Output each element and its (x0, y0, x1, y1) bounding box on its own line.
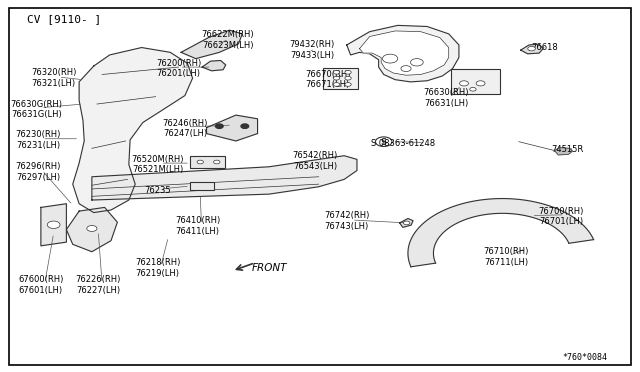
Text: 76618: 76618 (531, 43, 557, 52)
Polygon shape (399, 218, 413, 227)
Text: 76710(RH)
76711(LH): 76710(RH) 76711(LH) (483, 247, 529, 267)
Circle shape (410, 59, 423, 66)
Circle shape (87, 225, 97, 231)
Bar (323, 68, 358, 89)
Circle shape (528, 46, 536, 51)
Circle shape (197, 160, 204, 164)
Circle shape (216, 124, 223, 128)
Polygon shape (521, 44, 543, 54)
Text: 76630(RH)
76631(LH): 76630(RH) 76631(LH) (424, 89, 469, 108)
Circle shape (376, 137, 392, 147)
Text: *760*0084: *760*0084 (562, 353, 607, 362)
Polygon shape (67, 208, 117, 252)
Circle shape (470, 87, 476, 91)
Polygon shape (554, 148, 572, 155)
Polygon shape (347, 25, 459, 82)
Bar (451, 69, 500, 94)
Text: 76742(RH)
76743(LH): 76742(RH) 76743(LH) (324, 211, 369, 231)
Circle shape (345, 76, 351, 80)
Circle shape (476, 81, 485, 86)
Text: 67600(RH)
67601(LH): 67600(RH) 67601(LH) (18, 275, 63, 295)
Polygon shape (408, 199, 593, 267)
Circle shape (403, 221, 410, 225)
Circle shape (47, 221, 60, 228)
Text: 76670(RH)
76671(LH): 76670(RH) 76671(LH) (305, 70, 350, 89)
Text: 74515R: 74515R (551, 145, 584, 154)
Polygon shape (92, 156, 357, 200)
Circle shape (345, 83, 351, 86)
Circle shape (241, 124, 248, 128)
Text: 76542(RH)
76543(LH): 76542(RH) 76543(LH) (292, 151, 337, 171)
Circle shape (401, 65, 411, 71)
Circle shape (333, 83, 340, 86)
Text: 76200(RH)
76201(LH): 76200(RH) 76201(LH) (156, 59, 201, 78)
Circle shape (214, 160, 220, 164)
Text: 76700(RH)
76701(LH): 76700(RH) 76701(LH) (538, 206, 584, 226)
Circle shape (345, 70, 351, 74)
Text: CV [9110- ]: CV [9110- ] (27, 14, 101, 24)
Text: 76246(RH)
76247(LH): 76246(RH) 76247(LH) (162, 119, 207, 138)
Text: 76520M(RH)
76521M(LH): 76520M(RH) 76521M(LH) (131, 155, 184, 174)
Circle shape (333, 76, 340, 80)
Bar (190, 156, 225, 168)
Text: 76622M(RH)
76623M(LH): 76622M(RH) 76623M(LH) (202, 31, 254, 50)
Text: 76226(RH)
76227(LH): 76226(RH) 76227(LH) (76, 275, 121, 295)
Circle shape (460, 81, 468, 86)
Text: S: S (381, 138, 387, 147)
Polygon shape (202, 61, 226, 71)
Polygon shape (41, 204, 67, 246)
Text: 76630G(RH)
76631G(LH): 76630G(RH) 76631G(LH) (10, 99, 63, 119)
Polygon shape (360, 31, 449, 75)
Circle shape (383, 54, 397, 63)
Text: 79432(RH)
79433(LH): 79432(RH) 79433(LH) (290, 41, 335, 60)
Text: 76296(RH)
76297(LH): 76296(RH) 76297(LH) (15, 162, 61, 182)
Text: S 08363-61248: S 08363-61248 (371, 139, 435, 148)
Polygon shape (181, 30, 243, 59)
Text: 76320(RH)
76321(LH): 76320(RH) 76321(LH) (31, 68, 76, 88)
Text: 76230(RH)
76231(LH): 76230(RH) 76231(LH) (15, 130, 61, 150)
Bar (190, 182, 214, 190)
Polygon shape (73, 48, 193, 212)
Polygon shape (207, 115, 257, 141)
Circle shape (333, 70, 340, 74)
Text: 76235: 76235 (144, 186, 171, 195)
Text: FRONT: FRONT (252, 263, 287, 273)
Text: 76410(RH)
76411(LH): 76410(RH) 76411(LH) (175, 216, 220, 235)
Text: 76218(RH)
76219(LH): 76218(RH) 76219(LH) (135, 258, 180, 278)
